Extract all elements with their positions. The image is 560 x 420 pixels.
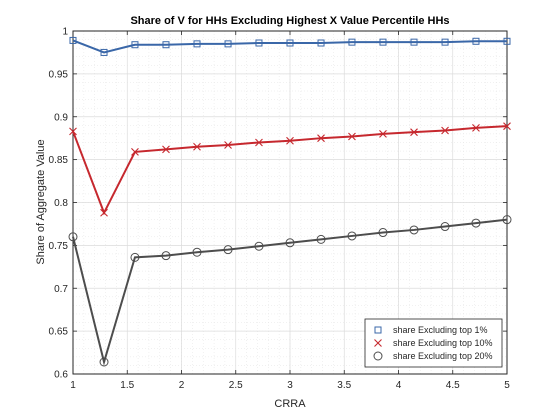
grid-horizontal [73, 30, 507, 375]
y-tick-label: 0.65 [49, 327, 69, 338]
data-point [285, 238, 295, 248]
data-point [286, 39, 294, 47]
x-tick-label: 3.5 [337, 380, 351, 391]
data-point [502, 215, 512, 225]
data-point [410, 38, 418, 46]
data-point [409, 225, 419, 235]
x-tick-label: 4 [396, 380, 402, 391]
legend-label: share Excluding top 1% [393, 325, 488, 335]
data-point [223, 245, 233, 255]
y-tick-label: 1 [62, 27, 68, 38]
data-point [131, 41, 139, 49]
y-tick-label: 0.75 [49, 241, 69, 252]
y-tick-label: 0.95 [49, 69, 69, 80]
data-point [224, 141, 232, 149]
data-point [503, 37, 511, 45]
data-point [193, 142, 201, 151]
x-tick-label: 2 [179, 380, 185, 391]
legend-marker [373, 351, 383, 361]
series-2 [69, 122, 511, 217]
y-tick-label: 0.8 [54, 198, 68, 209]
data-point [348, 132, 356, 141]
data-point [68, 232, 78, 242]
data-point [472, 124, 480, 132]
y-tick-label: 0.7 [54, 284, 68, 295]
data-point [100, 48, 108, 56]
legend-box [364, 318, 503, 368]
data-point [440, 222, 450, 232]
x-ticks: 1 1.5 2 2.5 3 3.5 4 4.5 5 [70, 31, 510, 391]
legend-marker [374, 339, 382, 347]
legend-label: share Excluding top 20% [393, 351, 493, 361]
y-tick-label: 0.85 [49, 155, 69, 166]
data-point [162, 41, 170, 49]
data-point [69, 36, 77, 44]
x-tick-label: 4.5 [446, 380, 460, 391]
data-point [441, 38, 449, 46]
x-tick-label: 1.5 [120, 380, 134, 391]
series-3 [68, 215, 512, 367]
data-point [161, 251, 171, 261]
y-tick-label: 0.6 [54, 370, 68, 381]
legend-label: share Excluding top 10% [393, 338, 493, 348]
x-tick-label: 2.5 [229, 380, 243, 391]
y-axis-label: Share of Aggregate Value [35, 139, 47, 264]
data-point [224, 40, 232, 48]
data-point [378, 228, 388, 238]
x-tick-label: 1 [70, 380, 76, 391]
data-point [193, 40, 201, 48]
data-point [347, 231, 357, 241]
legend-entry: share Excluding top 1% [374, 325, 488, 335]
data-point [254, 241, 264, 251]
data-point [316, 234, 326, 244]
data-point [348, 38, 356, 46]
data-point [317, 39, 325, 47]
legend-entry: share Excluding top 10% [374, 338, 493, 348]
y-tick-label: 0.9 [54, 112, 68, 123]
legend-marker [374, 326, 382, 334]
data-point [379, 38, 387, 46]
data-point [379, 130, 387, 138]
data-point [69, 127, 77, 136]
data-point [192, 247, 202, 257]
data-point [162, 145, 170, 154]
data-point [472, 37, 480, 45]
data-point [130, 252, 140, 262]
series-line [72, 218, 508, 366]
data-point [286, 136, 294, 145]
series-layer [68, 36, 512, 367]
x-tick-label: 3 [287, 380, 293, 391]
chart-title: Share of V for HHs Excluding Highest X V… [130, 15, 449, 27]
data-point [317, 134, 325, 143]
data-point [100, 208, 108, 217]
data-point [503, 122, 511, 131]
data-point [471, 218, 481, 228]
legend: share Excluding top 1% share Excluding to… [364, 318, 503, 368]
data-point [131, 148, 139, 156]
data-point [255, 138, 263, 147]
x-tick-label: 5 [504, 380, 510, 391]
series-line [72, 39, 507, 54]
data-point [441, 126, 449, 135]
data-point [410, 128, 418, 137]
data-point [99, 357, 109, 367]
data-point [255, 39, 263, 47]
legend-entry: share Excluding top 20% [373, 351, 493, 361]
series-1 [69, 36, 511, 56]
x-axis-label: CRRA [274, 398, 306, 410]
